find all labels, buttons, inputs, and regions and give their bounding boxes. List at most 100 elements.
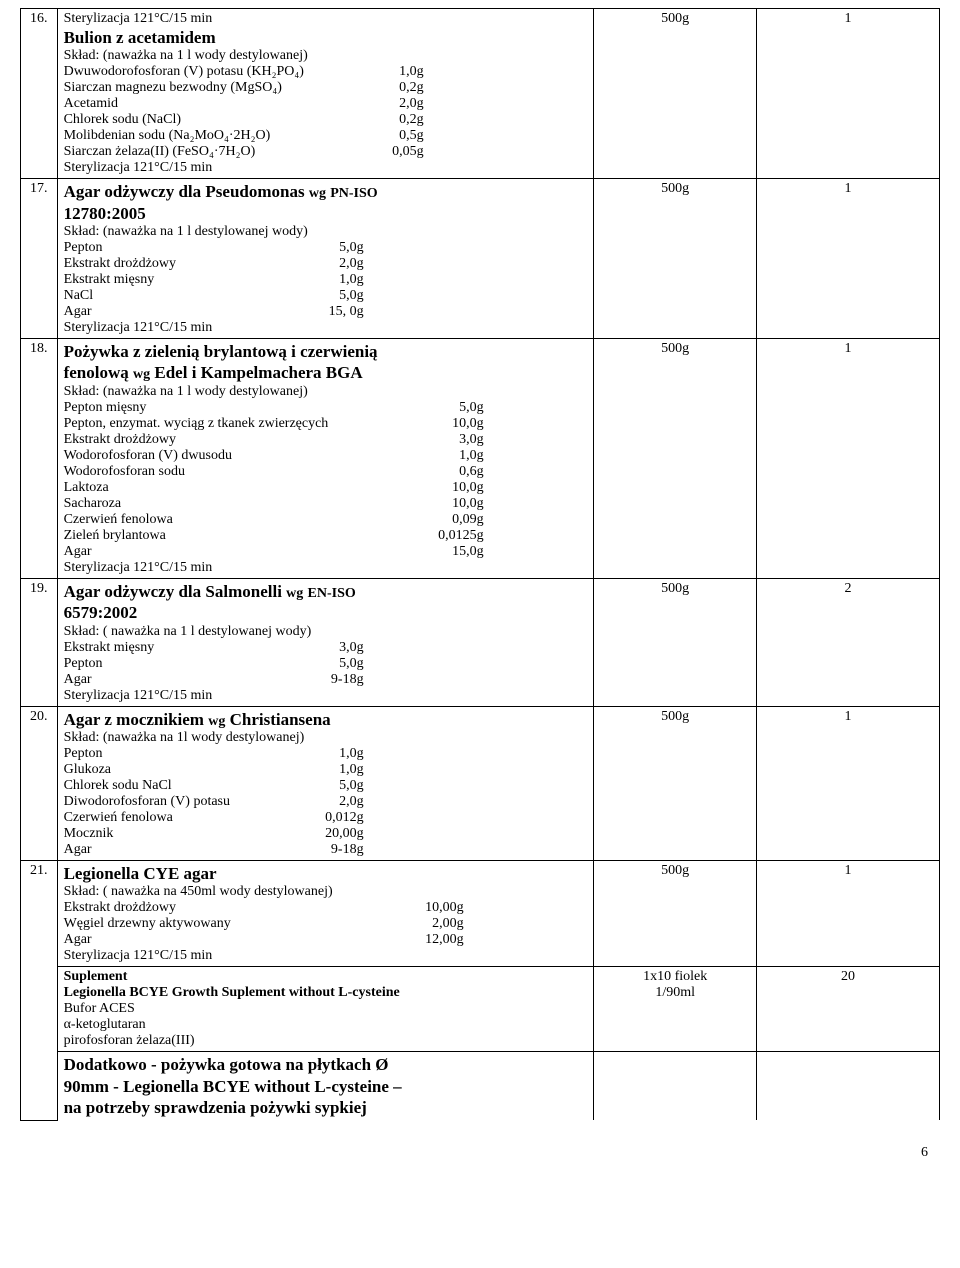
component-row: Acetamid2,0g xyxy=(64,96,588,112)
component-row: Ekstrakt mięsny1,0g xyxy=(64,272,588,288)
component-label: Zieleń brylantowa xyxy=(64,528,404,544)
component-row: Ekstrakt drożdżowy3,0g xyxy=(64,432,588,448)
table-row: 16.Sterylizacja 121°C/15 minBulion z ace… xyxy=(21,9,940,179)
component-value: 0,2g xyxy=(344,112,424,128)
component-value: 1,0g xyxy=(404,448,484,464)
row-amount: 500g xyxy=(594,9,757,179)
steryl-line: Sterylizacja 121°C/15 min xyxy=(64,160,588,176)
suplement-label: Suplement xyxy=(64,969,588,985)
component-row: Chlorek sodu NaCl5,0g xyxy=(64,778,588,794)
component-row: Agar12,00g xyxy=(64,932,588,948)
component-label: Ekstrakt drożdżowy xyxy=(64,432,404,448)
component-row: Molibdenian sodu (Na₂MoO₄·2H₂O)0,5g xyxy=(64,128,588,144)
component-row: Ekstrakt mięsny3,0g xyxy=(64,640,588,656)
item-title: Agar z mocznikiem wg Christiansena xyxy=(64,709,588,731)
component-label: Ekstrakt mięsny xyxy=(64,272,284,288)
sklad-line: Skład: (naważka na 1 l wody destylowanej… xyxy=(64,48,588,64)
extra-title: Dodatkowo - pożywka gotowa na płytkach Ø… xyxy=(64,1054,588,1118)
component-value: 10,00g xyxy=(384,900,464,916)
item-title: Pożywka z zielenią brylantową i czerwien… xyxy=(64,341,588,384)
row-qty: 20 xyxy=(756,967,939,1052)
component-value: 2,0g xyxy=(284,794,364,810)
row-qty: 1 xyxy=(756,706,939,861)
row-amount: 500g xyxy=(594,179,757,339)
component-label: Dwuwodorofosforan (V) potasu (KH₂PO₄) xyxy=(64,64,344,80)
component-label: Siarczan magnezu bezwodny (MgSO₄) xyxy=(64,80,344,96)
component-label: Pepton xyxy=(64,656,284,672)
page-number: 6 xyxy=(20,1121,940,1161)
suplement-line: α-ketoglutaran xyxy=(64,1017,588,1033)
component-value: 3,0g xyxy=(284,640,364,656)
component-label: Ekstrakt drożdżowy xyxy=(64,900,384,916)
sklad-line: Skład: ( naważka na 450ml wody destylowa… xyxy=(64,884,588,900)
row-index: 20. xyxy=(21,706,58,861)
component-row: Ekstrakt drożdżowy10,00g xyxy=(64,900,588,916)
component-value: 0,012g xyxy=(284,810,364,826)
suplement-line: pirofosforan żelaza(III) xyxy=(64,1033,588,1049)
component-row: Wodorofosforan (V) dwusodu1,0g xyxy=(64,448,588,464)
row-description: Legionella CYE agarSkład: ( naważka na 4… xyxy=(57,861,594,967)
component-row: Wodorofosforan sodu0,6g xyxy=(64,464,588,480)
row-amount xyxy=(594,1052,757,1120)
item-title: Bulion z acetamidem xyxy=(64,27,588,48)
component-label: Chlorek sodu (NaCl) xyxy=(64,112,344,128)
steryl-line: Sterylizacja 121°C/15 min xyxy=(64,560,588,576)
component-label: Agar xyxy=(64,932,384,948)
component-row: Czerwień fenolowa0,012g xyxy=(64,810,588,826)
component-label: Agar xyxy=(64,672,284,688)
table-row: 20.Agar z mocznikiem wg ChristiansenaSkł… xyxy=(21,706,940,861)
component-row: Agar9-18g xyxy=(64,842,588,858)
component-value: 1,0g xyxy=(344,64,424,80)
component-value: 5,0g xyxy=(284,778,364,794)
component-row: Pepton mięsny5,0g xyxy=(64,400,588,416)
sklad-line: Skład: (naważka na 1 l destylowanej wody… xyxy=(64,224,588,240)
row-qty: 1 xyxy=(756,179,939,339)
component-label: Glukoza xyxy=(64,762,284,778)
table-row: Dodatkowo - pożywka gotowa na płytkach Ø… xyxy=(21,1052,940,1120)
component-label: Pepton, enzymat. wyciąg z tkanek zwierzę… xyxy=(64,416,404,432)
item-title: Agar odżywczy dla Pseudomonas wg PN-ISO1… xyxy=(64,181,588,224)
component-value: 15,0g xyxy=(404,544,484,560)
row-description: Pożywka z zielenią brylantową i czerwien… xyxy=(57,339,594,579)
component-label: Agar xyxy=(64,842,284,858)
component-value: 9-18g xyxy=(284,672,364,688)
component-row: Mocznik20,00g xyxy=(64,826,588,842)
component-label: Diwodorofosforan (V) potasu xyxy=(64,794,284,810)
row-amount: 1x10 fiolek1/90ml xyxy=(594,967,757,1052)
table-row: 18.Pożywka z zielenią brylantową i czerw… xyxy=(21,339,940,579)
component-row: Siarczan magnezu bezwodny (MgSO₄)0,2g xyxy=(64,80,588,96)
row-qty xyxy=(756,1052,939,1120)
component-row: Węgiel drzewny aktywowany2,00g xyxy=(64,916,588,932)
component-label: Węgiel drzewny aktywowany xyxy=(64,916,384,932)
row-qty: 1 xyxy=(756,9,939,179)
row-index: 18. xyxy=(21,339,58,579)
component-value: 20,00g xyxy=(284,826,364,842)
component-value: 5,0g xyxy=(284,656,364,672)
component-row: Zieleń brylantowa0,0125g xyxy=(64,528,588,544)
spec-table: 16.Sterylizacja 121°C/15 minBulion z ace… xyxy=(20,8,940,1121)
component-row: Glukoza1,0g xyxy=(64,762,588,778)
component-value: 2,0g xyxy=(344,96,424,112)
component-value: 0,6g xyxy=(404,464,484,480)
component-label: NaCl xyxy=(64,288,284,304)
component-value: 10,0g xyxy=(404,496,484,512)
sklad-line: Skład: (naważka na 1 l wody destylowanej… xyxy=(64,384,588,400)
component-row: Czerwień fenolowa0,09g xyxy=(64,512,588,528)
component-row: Ekstrakt drożdżowy2,0g xyxy=(64,256,588,272)
component-value: 0,5g xyxy=(344,128,424,144)
item-title: Legionella CYE agar xyxy=(64,863,588,884)
component-value: 15, 0g xyxy=(284,304,364,320)
component-label: Pepton xyxy=(64,746,284,762)
row-description: Sterylizacja 121°C/15 minBulion z acetam… xyxy=(57,9,594,179)
component-value: 0,0125g xyxy=(404,528,484,544)
component-label: Chlorek sodu NaCl xyxy=(64,778,284,794)
row-amount: 500g xyxy=(594,706,757,861)
top-note: Sterylizacja 121°C/15 min xyxy=(64,11,588,27)
component-value: 3,0g xyxy=(404,432,484,448)
component-label: Pepton mięsny xyxy=(64,400,404,416)
row-description: Agar z mocznikiem wg ChristiansenaSkład:… xyxy=(57,706,594,861)
sklad-line: Skład: (naważka na 1l wody destylowanej) xyxy=(64,730,588,746)
component-row: NaCl5,0g xyxy=(64,288,588,304)
component-label: Acetamid xyxy=(64,96,344,112)
row-index: 21. xyxy=(21,861,58,1121)
